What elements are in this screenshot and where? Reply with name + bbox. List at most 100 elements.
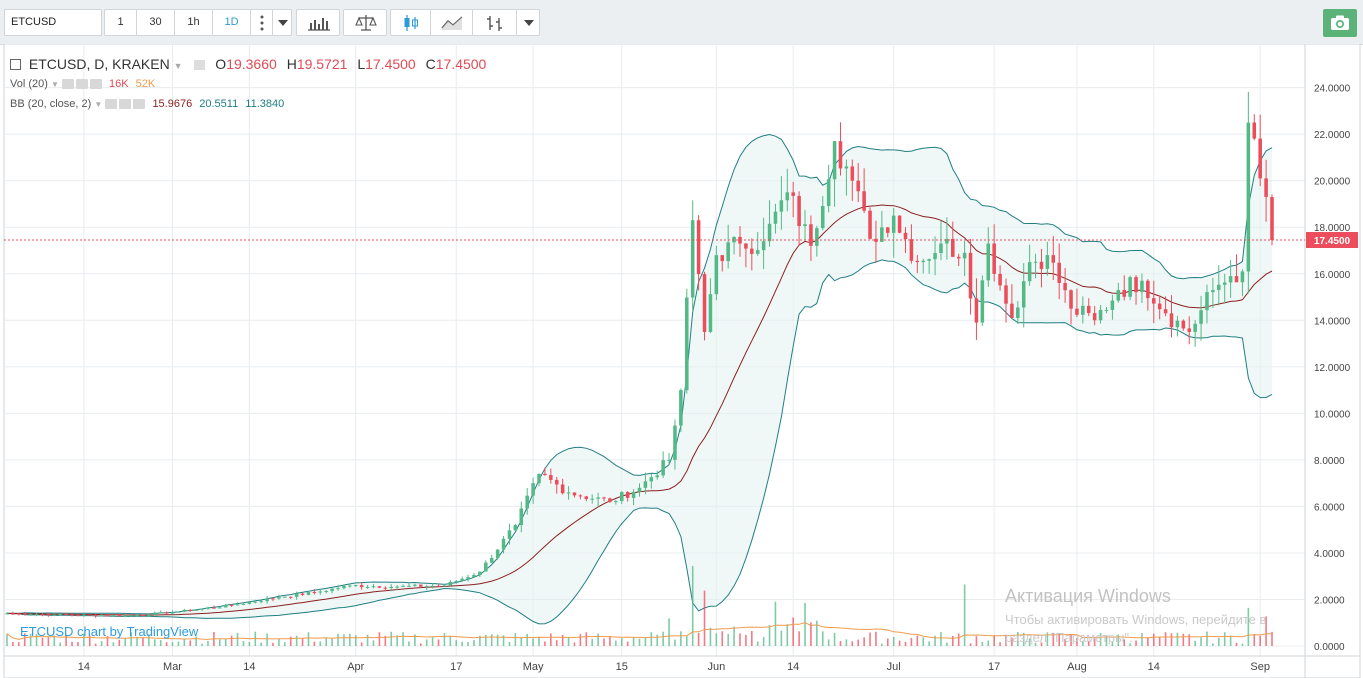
volume-bar (851, 641, 854, 646)
volume-bar (555, 640, 558, 646)
candle-body (283, 596, 287, 598)
compare-button[interactable] (343, 9, 387, 36)
tradingview-attribution-link[interactable]: ETCUSD chart by TradingView (20, 624, 199, 639)
candle-body (566, 492, 571, 494)
candle-body (844, 166, 849, 169)
candle-body (472, 575, 476, 578)
line-chart-icon[interactable] (431, 10, 473, 35)
candle-body (702, 274, 707, 332)
volume-bar (230, 635, 233, 646)
volume-bar (1040, 642, 1043, 646)
volume-bar (638, 638, 641, 646)
candle-body (1252, 122, 1257, 139)
interval-1-button[interactable]: 1 (105, 10, 137, 35)
bollinger-controls-icon[interactable] (105, 99, 149, 110)
candle-body (377, 586, 382, 588)
volume-bar (23, 633, 26, 646)
volume-bar (981, 641, 984, 646)
volume-dropdown-icon[interactable]: ▼ (50, 80, 59, 89)
candle-body (986, 243, 991, 281)
volume-controls-icon[interactable] (61, 79, 106, 90)
legend-main: ETCUSD, D, KRAKEN ▼ O19.3660 H19.5721 L1… (10, 56, 486, 72)
candle-body (1222, 282, 1227, 285)
caret-down-icon[interactable] (273, 10, 292, 35)
collapse-legend-icon[interactable] (10, 58, 21, 70)
candle-body (253, 601, 258, 603)
bollinger-lower-value: 11.3840 (245, 98, 285, 110)
camera-icon[interactable] (1323, 9, 1357, 37)
candle-body (602, 497, 606, 499)
volume-bar (532, 638, 534, 646)
candle-body (679, 390, 683, 426)
candle-body (170, 612, 175, 614)
candle-body (1217, 284, 1221, 291)
candle-body (448, 581, 453, 586)
x-tick-label: Mar (163, 661, 182, 673)
candle-body (1240, 271, 1245, 283)
candle-body (1045, 255, 1050, 269)
candle-body (5, 613, 9, 615)
volume-bar (1206, 631, 1208, 646)
volume-bar (1182, 633, 1185, 646)
legend-dropdown-icon[interactable]: ▼ (173, 61, 183, 71)
interval-1h-button[interactable]: 1h (175, 10, 213, 35)
volume-bar (1064, 638, 1066, 646)
chart-type-dropdown-icon[interactable] (517, 10, 540, 35)
price-chart[interactable]: 24.0000 22.0000 20.0000 18.0000 16.0000 14.00… (0, 44, 1363, 678)
volume-bar (331, 638, 333, 646)
volume-bar (845, 639, 848, 646)
scales-icon (355, 15, 377, 31)
volume-bar (786, 624, 789, 646)
bollinger-dropdown-icon[interactable]: ▼ (94, 100, 103, 109)
volume-bar (615, 640, 617, 646)
candles-icon[interactable] (391, 10, 431, 35)
volume-bar (148, 634, 150, 646)
interval-1d-button[interactable]: 1D (213, 10, 251, 35)
candle-body (1128, 277, 1132, 297)
legend-volume: Vol (20) ▼ 16K 52K (10, 78, 155, 90)
candle-body (1181, 320, 1186, 329)
candle-body (117, 615, 122, 617)
volume-bar (721, 631, 724, 646)
indicators-button[interactable] (296, 9, 340, 36)
volume-bar (1229, 635, 1232, 646)
x-tick-label: 15 (616, 661, 628, 673)
candle-body (1187, 328, 1192, 332)
candle-body (141, 614, 145, 616)
candle-body (832, 141, 837, 180)
candle-body (164, 612, 169, 614)
volume-bar (875, 631, 877, 646)
candle-body (974, 298, 979, 323)
volume-bar (29, 633, 32, 646)
candle-body (956, 256, 961, 259)
candle-body (998, 273, 1002, 286)
candle-body (809, 224, 813, 246)
volume-bar (248, 641, 251, 646)
volume-bar (301, 638, 304, 646)
candle-body (767, 223, 772, 242)
candle-body (761, 241, 766, 251)
volume-bar (207, 640, 209, 646)
symbol-input[interactable]: ETCUSD (4, 9, 102, 36)
volume-bar (319, 641, 322, 646)
vertical-dots-icon[interactable] (251, 10, 273, 35)
volume-bar (165, 642, 168, 646)
bars-icon[interactable] (473, 10, 517, 35)
interval-30-button[interactable]: 30 (137, 10, 175, 35)
candle-body (537, 473, 541, 484)
candle-body (82, 614, 86, 616)
candle-body (294, 593, 299, 597)
volume-bar (538, 636, 540, 646)
x-tick-label: Jul (887, 661, 901, 673)
volume-bar (366, 634, 369, 646)
candle-body (891, 215, 896, 233)
candle-body (1104, 309, 1109, 311)
candle-body (28, 614, 33, 616)
volume-bar (449, 636, 452, 646)
candle-body (685, 297, 689, 391)
volume-bar (585, 632, 588, 646)
legend-settings-icon[interactable] (194, 60, 206, 71)
volume-bar (236, 632, 239, 646)
legend-title: ETCUSD, D, KRAKEN (28, 56, 170, 72)
volume-bar (881, 643, 883, 646)
